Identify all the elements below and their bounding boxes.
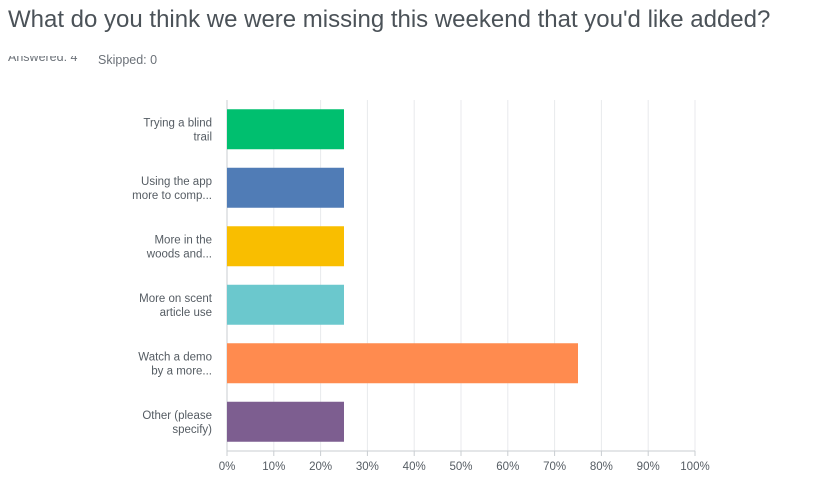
category-label-line: trail — [193, 131, 212, 143]
category-label-line: Other (please — [142, 410, 212, 422]
bar — [227, 284, 344, 325]
category-label: Other (please specify) — [142, 410, 212, 436]
category-label-line: Trying a blind — [143, 117, 212, 129]
category-label-line: woods and... — [146, 248, 212, 260]
category-label: Trying a blind trail — [143, 117, 212, 143]
question-title: What do you think we were missing this w… — [8, 6, 771, 33]
category-label-line: More on scent — [139, 293, 213, 305]
x-tick-label: 30% — [356, 461, 379, 473]
category-label: More in the woods and... — [146, 234, 212, 260]
x-tick-label: 60% — [496, 461, 519, 473]
bar — [227, 401, 344, 442]
x-tick-label: 40% — [403, 461, 426, 473]
bar — [227, 167, 344, 208]
x-tick-label: 0% — [219, 461, 236, 473]
category-label-line: Using the app — [141, 176, 212, 188]
x-tick-label: 90% — [637, 461, 660, 473]
category-label: Watch a demo by a more... — [138, 351, 212, 377]
category-label-line: by a more... — [151, 365, 212, 377]
x-tick-label: 10% — [262, 461, 285, 473]
category-label: More on scent article use — [139, 293, 213, 319]
skipped-count: Skipped: 0 — [98, 53, 158, 67]
x-tick-label: 20% — [309, 461, 332, 473]
bar — [227, 343, 578, 384]
bar — [227, 226, 344, 267]
x-tick-label: 80% — [590, 461, 613, 473]
category-label-line: specify) — [172, 424, 212, 436]
category-label-line: Watch a demo — [138, 351, 212, 363]
answered-count: Answered: 4 — [8, 50, 78, 64]
category-label-line: article use — [160, 307, 212, 319]
category-label: Using the app more to comp... — [132, 176, 212, 202]
x-tick-label: 100% — [680, 461, 709, 473]
category-label-line: More in the — [154, 234, 212, 246]
bar — [227, 109, 344, 150]
category-label-line: more to comp... — [132, 190, 212, 202]
x-tick-label: 70% — [543, 461, 566, 473]
x-tick-label: 50% — [449, 461, 472, 473]
